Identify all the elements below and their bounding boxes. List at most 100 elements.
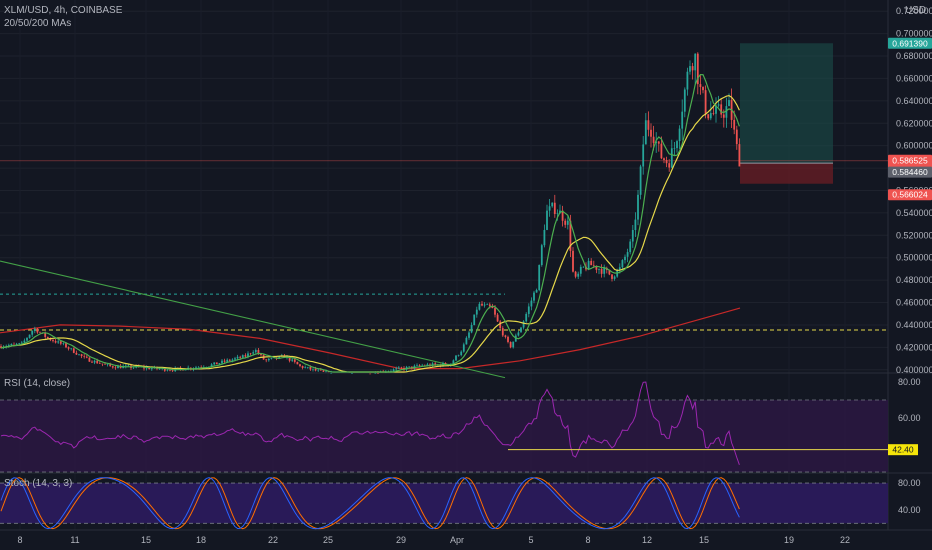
candle-body bbox=[70, 348, 73, 349]
candle-body bbox=[538, 265, 541, 290]
candle-body bbox=[535, 289, 538, 293]
candle-body bbox=[483, 304, 486, 306]
candle-body bbox=[319, 369, 322, 371]
candle-body bbox=[218, 363, 221, 365]
symbol-line: XLM/USD, 4h, COINBASE bbox=[4, 5, 123, 16]
candle-body bbox=[650, 129, 652, 137]
candle-body bbox=[39, 332, 41, 334]
candle-body bbox=[54, 341, 57, 343]
candle-body bbox=[306, 366, 309, 368]
candle-body bbox=[504, 335, 507, 337]
price-tick-label: 0.600000 bbox=[896, 141, 932, 151]
candle-body bbox=[265, 359, 268, 361]
candle-body bbox=[618, 267, 621, 270]
descending-trendline bbox=[0, 260, 506, 379]
candle-body bbox=[637, 194, 639, 220]
candle-body bbox=[247, 353, 249, 357]
candle-body bbox=[590, 260, 593, 266]
candle-body bbox=[525, 313, 528, 322]
candle-body bbox=[694, 53, 697, 71]
price-tick-label: 0.500000 bbox=[896, 253, 932, 263]
candle-body bbox=[31, 330, 34, 335]
candle-body bbox=[20, 342, 23, 344]
candle-body bbox=[52, 340, 54, 342]
candle-body bbox=[83, 356, 86, 357]
stoch-band bbox=[0, 483, 888, 524]
candle-body bbox=[96, 360, 99, 364]
time-tick-label: 25 bbox=[323, 535, 333, 545]
candle-body bbox=[241, 355, 244, 358]
candle-body bbox=[468, 332, 470, 338]
candle-body bbox=[520, 327, 522, 333]
candle-body bbox=[228, 359, 231, 361]
candle-body bbox=[691, 66, 694, 71]
long-position-tool[interactable] bbox=[740, 43, 833, 184]
time-tick-label: 8 bbox=[585, 535, 590, 545]
candle-body bbox=[408, 366, 411, 368]
rsi-value-badge bbox=[888, 444, 918, 456]
candle-body bbox=[114, 367, 117, 369]
candle-body bbox=[98, 363, 101, 364]
candle-body bbox=[587, 260, 590, 270]
candle-body bbox=[699, 84, 702, 88]
candle-body bbox=[509, 341, 512, 348]
candle-body bbox=[579, 266, 582, 274]
price-badge bbox=[888, 37, 932, 49]
candle-body bbox=[696, 53, 699, 85]
candle-body bbox=[574, 271, 577, 277]
candle-body bbox=[119, 365, 122, 369]
candle-body bbox=[117, 365, 119, 369]
time-tick-label: Apr bbox=[450, 535, 464, 545]
candle-body bbox=[712, 113, 715, 114]
candle-body bbox=[717, 104, 720, 106]
rsi-legend: RSI (14, close) bbox=[4, 378, 70, 389]
candle-body bbox=[260, 353, 262, 355]
candle-body bbox=[460, 351, 463, 356]
candle-body bbox=[75, 352, 78, 355]
candle-body bbox=[72, 348, 75, 353]
rsi-tick-label: 80.00 bbox=[898, 377, 921, 387]
ma-20-series bbox=[0, 73, 740, 373]
candle-body bbox=[28, 334, 31, 338]
candle-body bbox=[221, 360, 223, 364]
price-badge-text: 0.691390 bbox=[892, 38, 928, 48]
candle-body bbox=[104, 364, 106, 365]
candle-body bbox=[18, 343, 21, 344]
candle-body bbox=[88, 357, 91, 362]
time-tick-label: 5 bbox=[528, 535, 533, 545]
price-tick-label: 0.440000 bbox=[896, 320, 932, 330]
candle-body bbox=[85, 356, 88, 358]
candle-body bbox=[455, 355, 457, 361]
candle-body bbox=[647, 120, 650, 130]
candle-body bbox=[543, 229, 546, 246]
candle-body bbox=[257, 350, 260, 354]
candle-body bbox=[551, 202, 554, 207]
candle-body bbox=[236, 356, 239, 359]
candle-body bbox=[395, 368, 398, 370]
candle-body bbox=[668, 163, 671, 168]
candle-body bbox=[683, 89, 686, 112]
candle-body bbox=[416, 365, 418, 366]
candle-body bbox=[426, 364, 429, 366]
candle-body bbox=[728, 100, 730, 107]
price-tick-label: 0.400000 bbox=[896, 365, 932, 375]
candle-body bbox=[540, 245, 543, 266]
time-tick-label: 19 bbox=[784, 535, 794, 545]
candle-body bbox=[689, 66, 691, 72]
candle-body bbox=[213, 362, 216, 365]
candle-body bbox=[457, 355, 460, 356]
price-tick-label: 0.460000 bbox=[896, 298, 932, 308]
currency-label: USD bbox=[905, 5, 927, 16]
candle-body bbox=[309, 366, 312, 370]
time-axis[interactable]: 8 11 15 18 22 25 29 Apr 5 8 12 15 19 22 bbox=[17, 535, 850, 545]
candle-body bbox=[738, 144, 741, 167]
stoch-pane bbox=[0, 477, 888, 530]
candle-body bbox=[239, 356, 242, 358]
candle-body bbox=[296, 361, 299, 365]
price-tick-label: 0.700000 bbox=[896, 29, 932, 39]
candle-body bbox=[517, 332, 520, 336]
candle-body bbox=[184, 369, 187, 371]
candle-body bbox=[109, 364, 112, 367]
candle-body bbox=[62, 343, 65, 344]
